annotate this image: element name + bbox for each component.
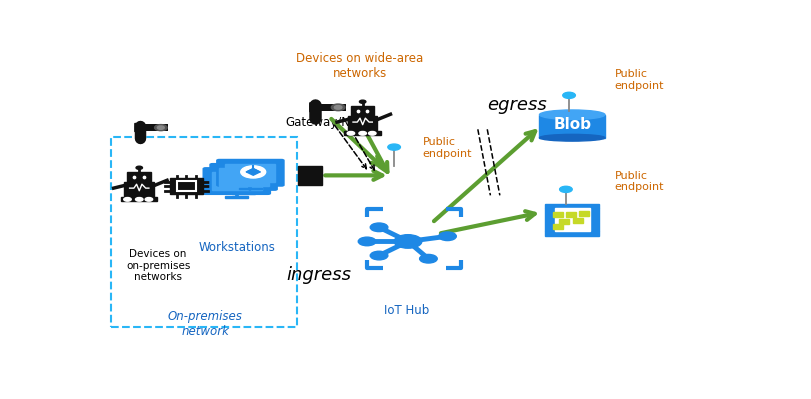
Circle shape [136,166,142,169]
Circle shape [135,198,143,201]
Polygon shape [246,169,260,175]
Bar [589,208,599,231]
Text: Devices on wide-area
networks: Devices on wide-area networks [295,53,423,81]
Bar [545,231,599,236]
Circle shape [370,223,388,231]
Bar [347,116,376,131]
Circle shape [438,232,456,241]
Text: ingress: ingress [285,266,350,284]
Circle shape [559,186,572,192]
Text: Blob: Blob [552,117,590,132]
Circle shape [331,104,345,111]
Circle shape [347,132,354,135]
Ellipse shape [539,134,604,141]
Circle shape [358,132,366,135]
Bar [539,115,604,138]
Bar [238,188,261,190]
Text: Workstations: Workstations [198,241,275,255]
Bar [225,164,275,182]
Ellipse shape [539,110,604,119]
FancyBboxPatch shape [320,104,345,111]
Circle shape [359,100,366,103]
Circle shape [154,124,167,130]
Bar [545,208,554,231]
Bar [170,178,202,194]
Circle shape [393,235,421,248]
Text: egress: egress [487,96,546,114]
Bar [350,107,374,116]
Circle shape [370,251,388,260]
Bar [344,131,380,134]
Bar [545,204,599,208]
Bar [218,168,268,186]
Bar [124,182,153,197]
Bar [554,208,589,231]
Bar [565,212,575,217]
Bar [298,166,322,185]
FancyBboxPatch shape [209,163,277,191]
Circle shape [123,198,131,201]
Polygon shape [310,103,320,112]
Text: Public
endpoint: Public endpoint [614,171,663,192]
Bar [177,182,195,191]
Text: Public
endpoint: Public endpoint [614,69,663,91]
Bar [121,197,157,201]
Bar [552,224,563,229]
Circle shape [358,237,375,246]
Bar [232,192,255,194]
Polygon shape [135,123,145,132]
Text: Devices on
on-premises
networks: Devices on on-premises networks [126,249,190,282]
Bar [225,196,248,198]
Bar [127,172,151,182]
Bar [558,219,569,224]
Circle shape [241,166,265,178]
Bar [572,218,582,223]
Bar [212,172,261,190]
Circle shape [145,198,152,201]
FancyBboxPatch shape [216,159,285,187]
Bar [552,212,563,217]
Circle shape [562,92,575,99]
FancyBboxPatch shape [202,167,271,195]
Text: Public
endpoint: Public endpoint [422,137,471,158]
Text: IoT Hub: IoT Hub [384,304,429,317]
FancyBboxPatch shape [144,124,168,131]
Circle shape [157,126,164,129]
Circle shape [419,255,436,263]
Circle shape [388,144,400,150]
Circle shape [334,105,341,109]
Text: On-premises
network: On-premises network [168,310,242,338]
Circle shape [368,132,375,135]
Bar [578,211,589,215]
Text: Gateway/NAT: Gateway/NAT [285,116,364,129]
